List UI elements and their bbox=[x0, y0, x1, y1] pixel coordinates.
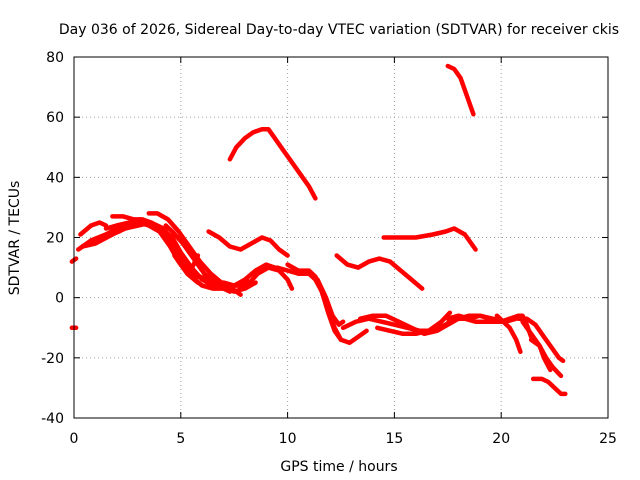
y-tick-label: 40 bbox=[46, 170, 64, 186]
grid-lines bbox=[74, 57, 608, 418]
y-tick-label: 80 bbox=[46, 50, 64, 66]
series-trace-09 bbox=[146, 211, 243, 297]
series-trace-28 bbox=[528, 337, 553, 373]
data-traces bbox=[69, 63, 568, 397]
series-trace-19 bbox=[340, 316, 512, 334]
series-trace-22 bbox=[381, 226, 478, 252]
series-trace-12 bbox=[187, 253, 201, 276]
x-tick-label: 20 bbox=[492, 431, 510, 447]
series-trace-08 bbox=[110, 214, 233, 294]
series-trace-29 bbox=[530, 376, 568, 397]
axis-ticks: 0 5 10 15 20 25 -40 -20 0 20 40 60 80 bbox=[41, 50, 617, 447]
x-tick-label: 0 bbox=[70, 431, 79, 447]
y-tick-label: 20 bbox=[46, 231, 64, 247]
series-trace-18 bbox=[334, 253, 425, 291]
x-tick-label: 5 bbox=[176, 431, 185, 447]
series-trace-26 bbox=[516, 316, 566, 364]
x-axis-label: GPS time / hours bbox=[280, 459, 397, 475]
chart-title: Day 036 of 2026, Sidereal Day-to-day VTE… bbox=[59, 22, 619, 38]
y-tick-label: 0 bbox=[55, 291, 64, 307]
series-trace-25 bbox=[494, 313, 523, 355]
series-trace-11 bbox=[172, 253, 258, 294]
y-tick-label: 60 bbox=[46, 110, 64, 126]
x-tick-label: 10 bbox=[279, 431, 297, 447]
y-tick-label: -20 bbox=[41, 351, 64, 367]
series-trace-03 bbox=[78, 220, 109, 237]
series-trace-23 bbox=[445, 63, 476, 117]
y-axis-label: SDTVAR / TECUs bbox=[7, 181, 23, 296]
series-trace-13 bbox=[206, 229, 290, 258]
x-tick-label: 25 bbox=[599, 431, 617, 447]
series-trace-17 bbox=[296, 271, 346, 327]
x-tick-label: 15 bbox=[385, 431, 403, 447]
y-tick-label: -40 bbox=[41, 411, 64, 427]
series-trace-15 bbox=[274, 265, 369, 346]
series-trace-14 bbox=[227, 126, 318, 201]
series-trace-21 bbox=[375, 310, 453, 337]
